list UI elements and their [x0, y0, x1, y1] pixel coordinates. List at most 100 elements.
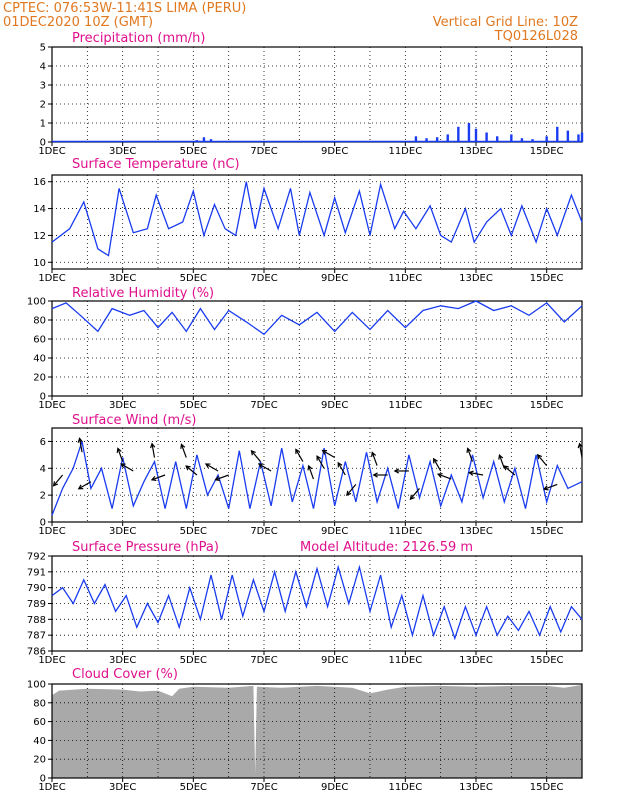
cloud-ytick-label: 20 — [33, 755, 46, 766]
precip-bar — [474, 128, 478, 142]
precip-bar — [425, 138, 428, 142]
wind-arrow — [503, 465, 516, 476]
pressure-xtick-label: 11DEC — [388, 655, 422, 666]
cloud-ytick-label: 80 — [33, 698, 46, 709]
model-altitude-note: Model Altitude: 2126.59 m — [300, 540, 473, 555]
rh-ytick-label: 80 — [33, 316, 46, 327]
humidity-title: Relative Humidity (%) — [72, 286, 214, 301]
wind-frame — [51, 427, 583, 523]
rh-ytick-label: 100 — [27, 297, 46, 308]
cloud-cover-area — [52, 684, 582, 778]
precip-bar — [556, 126, 559, 142]
wind-arrow-head — [409, 494, 415, 501]
wind-arrow-head — [346, 490, 352, 497]
wind-arrow-head — [307, 464, 313, 471]
wind-arrow — [316, 455, 325, 469]
wind-arrow-head — [204, 463, 211, 469]
rh-xtick-label: 13DEC — [459, 400, 493, 411]
precip-bar — [209, 139, 213, 142]
wind-arrow — [578, 443, 583, 458]
pressure-ytick-label: 788 — [27, 615, 46, 626]
wind-series-line — [51, 441, 583, 516]
pressure-ytick-label: 787 — [27, 631, 46, 642]
header-code: TQ0126L028 — [494, 29, 578, 44]
precip-xtick-label: 3DEC — [109, 146, 136, 157]
precip-bar — [485, 132, 488, 142]
wind-arrow-head — [77, 484, 84, 490]
wind-arrow — [180, 444, 187, 458]
precip-xtick-label: 11DEC — [388, 146, 422, 157]
cloud-cover-title: Cloud Cover (%) — [72, 667, 178, 682]
wind-arrow-head — [536, 453, 543, 460]
wind-arrow-head — [542, 485, 549, 491]
wind-ytick-label: 6 — [40, 437, 46, 448]
wind-arrow-head — [77, 437, 83, 443]
wind-arrow-head — [577, 442, 583, 449]
pressure-xtick-label: 1DEC — [38, 655, 65, 666]
precipitation-title: Precipitation (mm/h) — [72, 31, 205, 46]
cloud-xtick-label: 13DEC — [459, 782, 493, 793]
pressure-ytick-label: 786 — [27, 647, 46, 658]
wind-xtick-label: 11DEC — [388, 526, 422, 537]
wind-arrow-head — [185, 465, 191, 471]
precip-bar — [467, 123, 471, 142]
panel-temperature: Surface Temperature (nC) 10 12 14 16 1DEC 3DE… — [33, 157, 583, 284]
rh-ytick-label: 20 — [33, 373, 46, 384]
wind-arrow — [467, 448, 474, 462]
precip-xtick-label: 13DEC — [459, 146, 493, 157]
rh-series-line — [51, 300, 583, 336]
wind-arrow-head — [498, 453, 504, 460]
pressure-xtick-label: 15DEC — [530, 655, 564, 666]
wind-arrow — [322, 450, 335, 459]
wind-arrow — [469, 471, 484, 476]
wind-arrow-head — [214, 476, 221, 482]
rh-xtick-label: 15DEC — [530, 400, 564, 411]
wind-arrow-head — [250, 449, 256, 456]
wind-arrow-head — [295, 448, 301, 454]
wind-arrow-head — [436, 472, 443, 479]
pressure-xtick-label: 13DEC — [459, 655, 493, 666]
cloud-ytick-label: 60 — [33, 717, 46, 728]
wind-arrow-head — [503, 465, 509, 471]
pressure-xtick-label: 3DEC — [109, 655, 136, 666]
precip-bar — [566, 130, 570, 142]
wind-ytick-label: 0 — [40, 518, 46, 529]
rh-ytick-label: 0 — [40, 392, 46, 403]
cloud-xtick-label: 7DEC — [250, 782, 277, 793]
temp-ytick-label: 12 — [33, 231, 46, 242]
temp-xtick-label: 15DEC — [530, 273, 564, 284]
wind-title: Surface Wind (m/s) — [72, 413, 196, 428]
rh-xtick-label: 9DEC — [321, 400, 348, 411]
wind-arrow — [410, 488, 420, 500]
temp-frame — [51, 174, 583, 270]
wind-arrow — [433, 458, 442, 472]
wind-arrow-head — [393, 468, 400, 474]
rh-ytick-label: 60 — [33, 335, 46, 346]
wind-xtick-label: 9DEC — [321, 526, 348, 537]
wind-arrow — [53, 474, 64, 487]
precip-ytick-label: 3 — [40, 81, 46, 92]
precip-ytick-label: 0 — [40, 138, 46, 149]
wind-arrow — [215, 474, 229, 481]
cloud-ytick-label: 100 — [27, 680, 46, 691]
wind-xtick-label: 5DEC — [180, 526, 207, 537]
header-date: 01DEC2020 10Z (GMT) — [3, 15, 153, 30]
rh-xtick-label: 3DEC — [109, 400, 136, 411]
wind-arrow-head — [257, 463, 264, 469]
wind-xtick-label: 1DEC — [38, 526, 65, 537]
wind-arrow — [151, 474, 166, 481]
precip-bar — [580, 132, 584, 142]
precip-ytick-label: 4 — [40, 62, 46, 73]
precip-xtick-label: 1DEC — [38, 146, 65, 157]
wind-ytick-label: 4 — [40, 464, 46, 475]
precip-bar — [496, 136, 499, 142]
temp-xtick-label: 3DEC — [109, 273, 136, 284]
temp-xtick-label: 7DEC — [250, 273, 277, 284]
temp-xtick-label: 11DEC — [388, 273, 422, 284]
rh-frame — [51, 300, 583, 397]
wind-ytick-label: 2 — [40, 491, 46, 502]
rh-xtick-label: 7DEC — [250, 400, 277, 411]
panel-humidity: Relative Humidity (%) 0 20 40 60 80 100 1DEC 3D… — [27, 286, 583, 411]
temp-xtick-label: 13DEC — [459, 273, 493, 284]
precip-ytick-label: 5 — [40, 43, 46, 54]
